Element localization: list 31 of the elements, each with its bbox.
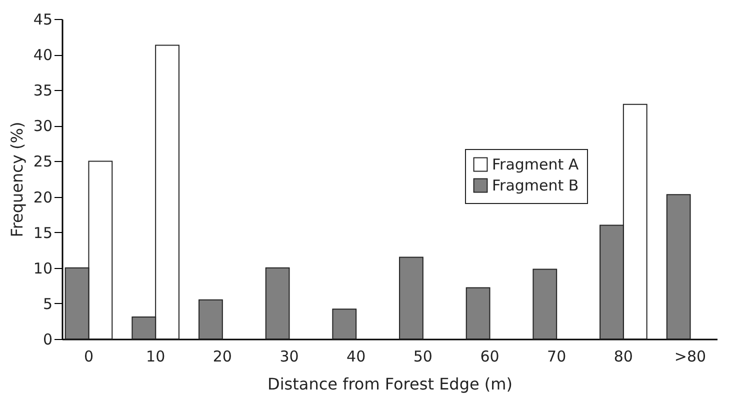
x-tick-label: 30	[280, 348, 299, 366]
bar	[466, 287, 490, 340]
x-tick-label: 20	[212, 348, 232, 366]
y-tick-label: 20	[33, 188, 52, 206]
y-tick-label: 0	[42, 330, 52, 348]
y-tick-label: 35	[33, 82, 52, 100]
x-tick-label: >80	[674, 348, 706, 366]
y-axis-title: Frequency (%)	[7, 122, 26, 238]
x-tick-label: 10	[146, 348, 166, 366]
x-tick-label: 50	[413, 348, 432, 366]
x-axis-title: Distance from Forest Edge (m)	[268, 374, 512, 394]
legend-label: Fragment A	[492, 156, 580, 174]
y-tick-label: 30	[33, 117, 52, 136]
y-tick-label: 40	[33, 46, 52, 64]
y-tick-label: 5	[42, 294, 52, 313]
legend-label: Fragment B	[492, 176, 579, 194]
y-tick-label: 25	[33, 152, 52, 171]
x-tick-label: 0	[84, 348, 94, 366]
y-tick-label: 45	[33, 10, 52, 28]
bar	[332, 308, 357, 340]
bar	[532, 268, 558, 340]
bar	[265, 267, 290, 340]
y-tick-label: 15	[33, 224, 52, 242]
bar	[198, 299, 223, 340]
x-tick-label: 60	[480, 348, 500, 366]
x-tick-label: 70	[547, 348, 566, 366]
bar	[666, 194, 691, 340]
x-tick-label: 40	[346, 348, 366, 366]
x-tick-label: 80	[614, 348, 633, 366]
bar	[399, 256, 424, 340]
y-tick-label: 10	[33, 259, 52, 278]
